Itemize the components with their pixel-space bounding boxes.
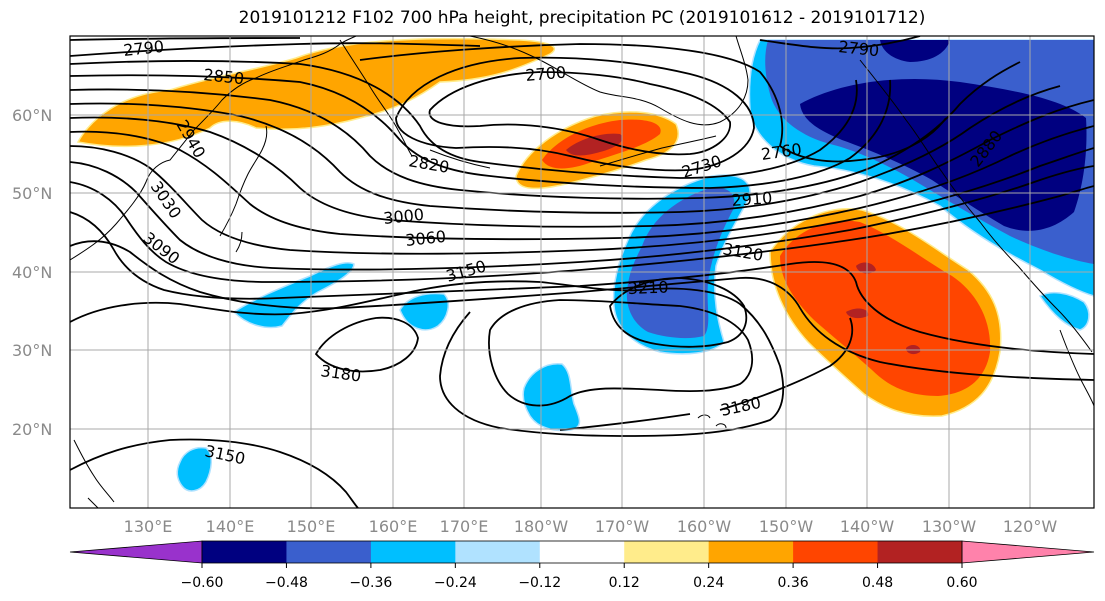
lon-label-180w: 180°W <box>514 517 569 536</box>
contour-2790-west <box>70 37 301 41</box>
pos-strong-spot-1 <box>856 262 876 274</box>
contour-2970 <box>70 125 1094 241</box>
colorbar-segment <box>539 541 625 563</box>
contour-2700 <box>428 71 731 156</box>
lon-label-140w: 140°W <box>840 517 895 536</box>
colorbar-tick-label: −0.48 <box>265 575 308 591</box>
coast-japan <box>219 125 268 253</box>
colorbar-extend-min <box>69 540 203 564</box>
lon-label-150w: 150°W <box>759 517 814 536</box>
lon-label-170e: 170°E <box>440 517 489 536</box>
colorbar-extend-max <box>961 540 1095 564</box>
colorbar-segment <box>793 541 879 563</box>
lon-label-140e: 140°E <box>206 517 255 536</box>
colorbar-tick-label: 0.24 <box>693 575 724 591</box>
coast-kamchatka <box>339 39 413 157</box>
map-clip-group: 2790 2850 2700 2940 3030 3090 2820 2730 … <box>70 36 1094 508</box>
lon-label-130w: 130°W <box>922 517 977 536</box>
lon-label-150e: 150°E <box>287 517 336 536</box>
colorbar-tick-label: 0.36 <box>778 575 809 591</box>
contour-3120 <box>70 240 1094 381</box>
lat-label-60n: 60°N <box>12 106 52 125</box>
contour-2940 <box>70 99 1094 228</box>
figure-title: 2019101212 F102 700 hPa height, precipit… <box>238 8 926 28</box>
lon-label-160e: 160°E <box>369 517 418 536</box>
neg-weak-area-west <box>232 262 355 329</box>
pos-weak-area-nw <box>76 37 556 148</box>
contour-2880 <box>70 61 1021 200</box>
contour-label-2790-west: 2790 <box>122 37 164 60</box>
contour-label-3210: 3210 <box>627 278 668 298</box>
gridlines <box>70 36 1094 508</box>
colorbar-outline <box>201 540 963 564</box>
lon-label-130e: 130°E <box>124 517 173 536</box>
lat-labels: 60°N 50°N 40°N 30°N 20°N <box>12 106 52 439</box>
colorbar-segment <box>286 541 372 563</box>
neg-weak-area-hawaii-west <box>176 446 212 492</box>
colorbar-segment <box>708 541 794 563</box>
contour-3210 <box>609 277 748 348</box>
colorbar-tick-label: 0.60 <box>946 575 977 591</box>
lon-labels: 130°E 140°E 150°E 160°E 170°E 180°W 170°… <box>124 517 1058 536</box>
lat-label-40n: 40°N <box>12 263 52 282</box>
coast-baja <box>1059 329 1094 407</box>
lat-label-30n: 30°N <box>12 341 52 360</box>
pos-strong-area-alaska <box>566 133 623 156</box>
colorbar-ticks: −0.60 −0.48 −0.36 −0.24 −0.12 0.12 0.24 0.36 0.4… <box>181 563 978 591</box>
contour-2820 <box>70 60 858 179</box>
colorbar-segment <box>202 541 287 563</box>
contour-3000 <box>70 145 1094 255</box>
colorbar-tick-label: −0.36 <box>349 575 392 591</box>
lon-label-170w: 170°W <box>595 517 650 536</box>
contour-2760 <box>70 42 947 163</box>
contour-3030 <box>70 161 1094 271</box>
contour-3180-south <box>488 299 754 407</box>
lat-label-20n: 20°N <box>12 420 52 439</box>
coast-northamerica <box>859 59 1093 353</box>
contour-2910 <box>70 85 1061 214</box>
colorbar-tick-label: 0.48 <box>862 575 893 591</box>
colorbar-tick-label: 0.12 <box>609 575 640 591</box>
coast-aleutians <box>429 135 717 169</box>
colorbar-tick-label: −0.60 <box>181 575 224 591</box>
map-frame <box>69 35 1095 509</box>
contour-label-2700: 2700 <box>525 63 567 85</box>
contour-3150-south <box>70 438 359 508</box>
height-contours <box>70 36 1094 508</box>
neg-weak-area-south <box>522 363 581 432</box>
colorbar-segment <box>370 541 456 563</box>
lon-label-160w: 160°W <box>677 517 732 536</box>
neg-strong-area-north <box>880 40 950 62</box>
colorbar-segment <box>455 541 541 563</box>
colorbar-tick-label: −0.24 <box>434 575 477 591</box>
colorbar-tick-label: −0.12 <box>518 575 561 591</box>
contour-label-2850: 2850 <box>203 65 245 88</box>
lon-label-120w: 120°W <box>1003 517 1058 536</box>
contour-2850 <box>70 74 892 189</box>
lat-label-50n: 50°N <box>12 184 52 203</box>
colorbar-segment <box>877 541 963 563</box>
contour-label-3000: 3000 <box>382 205 424 228</box>
contour-label-2910: 2910 <box>731 188 773 210</box>
contour-2730 <box>395 56 755 172</box>
colorbar-segments <box>69 540 1095 564</box>
contour-3150-main <box>70 280 785 437</box>
coast-alaska <box>469 36 749 126</box>
contour-label-2790-east: 2790 <box>838 37 880 60</box>
contour-label-3060: 3060 <box>404 227 446 250</box>
neg-weak-area-nw-small <box>1038 291 1090 331</box>
pos-strong-spot-2 <box>846 308 869 319</box>
contour-3180-west <box>314 316 419 373</box>
colorbar-segment <box>624 541 710 563</box>
coast-hawaii <box>697 414 727 429</box>
